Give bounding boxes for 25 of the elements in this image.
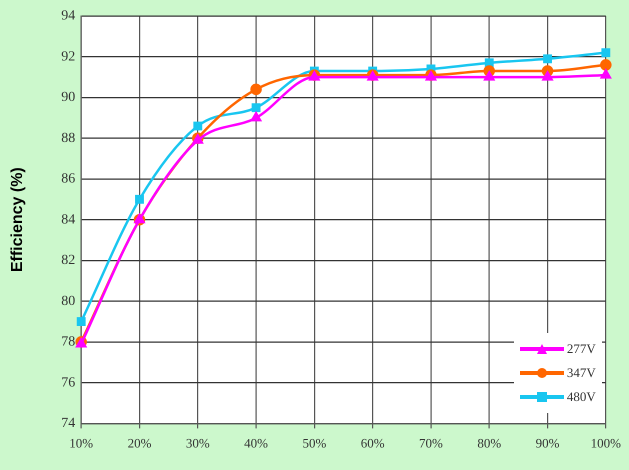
x-tick-label: 90% xyxy=(536,436,560,451)
y-axis-title: Efficiency (%) xyxy=(9,167,26,272)
y-tick-label: 76 xyxy=(61,375,76,390)
x-tick-label: 40% xyxy=(244,436,268,451)
x-tick-label: 50% xyxy=(302,436,326,451)
y-tick-label: 78 xyxy=(61,334,76,350)
y-tick-label: 88 xyxy=(61,130,76,146)
x-tick-label: 10% xyxy=(69,436,94,451)
y-tick-label: 94 xyxy=(61,8,76,24)
legend-label: 347V xyxy=(566,365,596,382)
x-tick-label: 70% xyxy=(419,436,444,451)
x-tick-label: 20% xyxy=(128,436,152,451)
legend-label: 480V xyxy=(566,389,596,406)
x-tick-label: 80% xyxy=(477,436,502,451)
y-tick-label: 90 xyxy=(61,90,76,106)
y-tick-label: 84 xyxy=(61,212,76,228)
y-tick-label: 86 xyxy=(61,172,76,187)
y-tick-label: 80 xyxy=(61,294,76,309)
y-tick-label: 82 xyxy=(61,253,76,268)
x-tick-label: 60% xyxy=(360,436,385,451)
legend-label: 277V xyxy=(566,341,596,358)
x-tick-label: 100% xyxy=(590,436,622,451)
x-tick-label: 30% xyxy=(186,436,210,451)
y-tick-label: 92 xyxy=(61,49,76,64)
y-tick-label: 74 xyxy=(61,416,76,432)
